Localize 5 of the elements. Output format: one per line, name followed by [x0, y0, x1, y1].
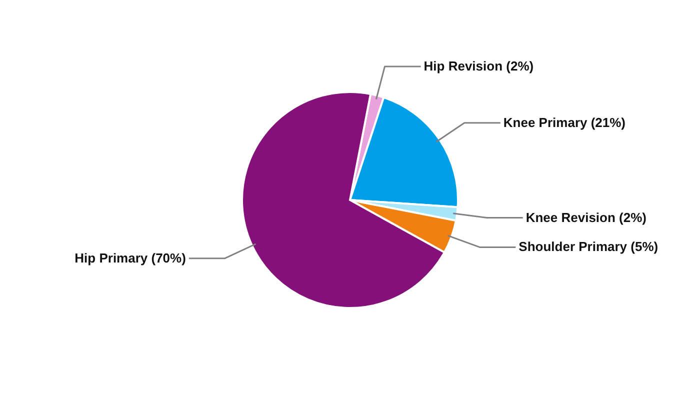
slice-label: Hip Primary (70%)	[74, 250, 186, 266]
slice-label: Shoulder Primary (5%)	[518, 239, 658, 254]
slice-label: Hip Revision (2%)	[424, 58, 534, 74]
slice-label: Knee Revision (2%)	[526, 210, 647, 225]
slice-label: Knee Primary (21%)	[503, 114, 626, 130]
